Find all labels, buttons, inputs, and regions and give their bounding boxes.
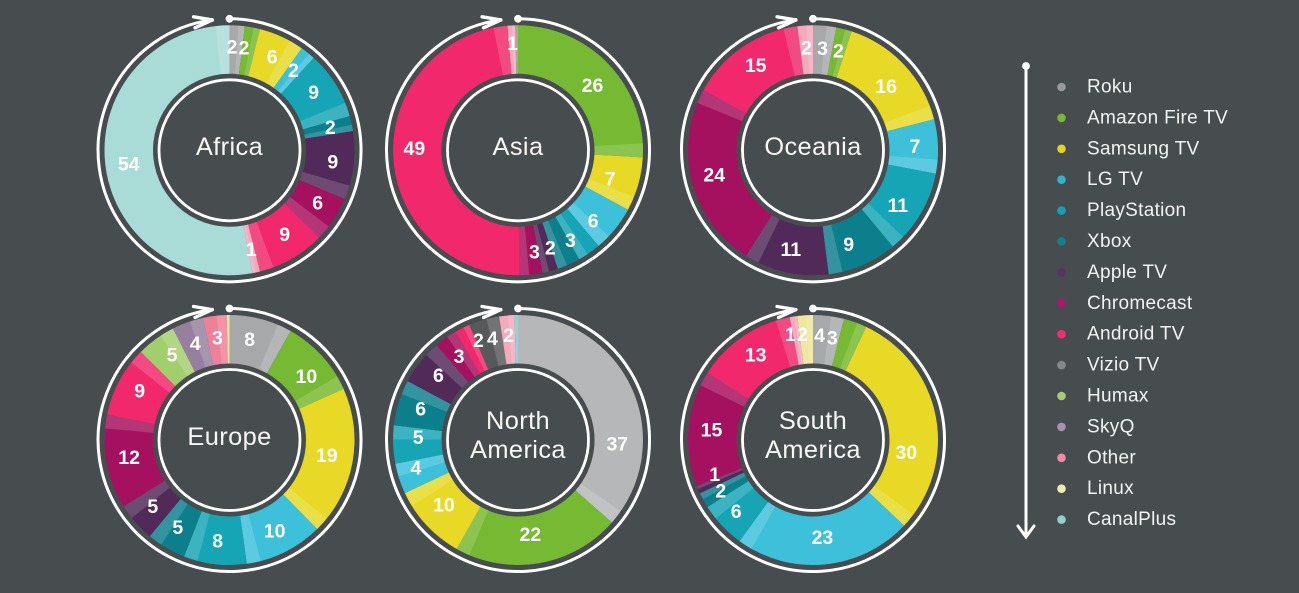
svg-text:7: 7 — [605, 169, 616, 191]
svg-text:2: 2 — [503, 325, 514, 347]
svg-text:2: 2 — [227, 36, 238, 58]
svg-text:22: 22 — [520, 524, 542, 546]
svg-text:2: 2 — [833, 41, 844, 63]
svg-text:11: 11 — [888, 195, 909, 217]
svg-text:2: 2 — [325, 117, 336, 139]
svg-text:Vizio TV: Vizio TV — [1087, 355, 1159, 376]
svg-text:Africa: Africa — [196, 133, 264, 161]
svg-text:7: 7 — [910, 136, 921, 158]
svg-text:Europe: Europe — [187, 423, 271, 451]
svg-text:Asia: Asia — [493, 133, 544, 161]
svg-text:5: 5 — [413, 427, 424, 449]
svg-text:1: 1 — [709, 464, 720, 486]
svg-text:Roku: Roku — [1087, 77, 1133, 98]
svg-text:1: 1 — [507, 33, 518, 55]
svg-text:9: 9 — [308, 82, 319, 104]
svg-text:5: 5 — [172, 517, 183, 539]
svg-text:Oceania: Oceania — [764, 133, 862, 161]
svg-text:SkyQ: SkyQ — [1087, 416, 1135, 437]
svg-text:Other: Other — [1087, 447, 1136, 468]
svg-text:2: 2 — [545, 238, 556, 260]
svg-text:2: 2 — [801, 38, 812, 60]
svg-text:North: North — [486, 407, 550, 435]
svg-text:6: 6 — [433, 365, 444, 387]
svg-text:15: 15 — [701, 419, 723, 441]
svg-text:4: 4 — [487, 328, 498, 350]
svg-text:8: 8 — [212, 530, 223, 552]
svg-text:19: 19 — [316, 445, 338, 467]
svg-text:4: 4 — [190, 333, 201, 355]
svg-text:America: America — [765, 436, 861, 464]
svg-text:CanalPlus: CanalPlus — [1087, 509, 1176, 530]
svg-text:3: 3 — [454, 346, 465, 368]
svg-text:4: 4 — [411, 458, 422, 480]
svg-text:6: 6 — [731, 501, 742, 523]
svg-text:26: 26 — [582, 75, 604, 97]
svg-text:3: 3 — [817, 38, 828, 60]
svg-text:3: 3 — [827, 328, 838, 350]
svg-text:5: 5 — [147, 496, 158, 518]
svg-text:9: 9 — [843, 234, 854, 256]
svg-text:South: South — [779, 407, 847, 435]
svg-text:2: 2 — [288, 60, 299, 82]
svg-text:10: 10 — [296, 366, 318, 388]
svg-text:24: 24 — [703, 165, 725, 187]
svg-text:America: America — [470, 436, 566, 464]
svg-text:6: 6 — [267, 47, 278, 69]
svg-text:5: 5 — [167, 344, 178, 366]
svg-text:9: 9 — [134, 381, 145, 403]
svg-text:1: 1 — [785, 324, 796, 346]
svg-text:3: 3 — [212, 328, 223, 350]
svg-text:10: 10 — [433, 495, 455, 517]
svg-text:2: 2 — [239, 37, 250, 59]
svg-text:13: 13 — [745, 345, 767, 367]
svg-text:6: 6 — [312, 192, 323, 214]
svg-text:6: 6 — [415, 398, 426, 420]
svg-text:49: 49 — [404, 138, 426, 160]
svg-text:Linux: Linux — [1087, 478, 1134, 499]
svg-text:9: 9 — [279, 224, 290, 246]
svg-text:10: 10 — [264, 520, 286, 542]
svg-text:2: 2 — [797, 324, 808, 346]
svg-text:1: 1 — [246, 239, 257, 261]
svg-text:2: 2 — [715, 481, 726, 503]
svg-text:23: 23 — [812, 527, 834, 549]
svg-text:Humax: Humax — [1087, 386, 1149, 407]
svg-text:37: 37 — [606, 433, 628, 455]
svg-text:30: 30 — [895, 442, 917, 464]
svg-text:4: 4 — [814, 325, 825, 347]
svg-text:Xbox: Xbox — [1087, 231, 1132, 252]
svg-text:3: 3 — [529, 242, 540, 264]
svg-text:9: 9 — [327, 152, 338, 174]
svg-text:15: 15 — [745, 55, 767, 77]
svg-text:3: 3 — [565, 230, 576, 252]
svg-text:6: 6 — [588, 211, 599, 233]
svg-text:Amazon Fire TV: Amazon Fire TV — [1087, 107, 1228, 128]
svg-text:Apple TV: Apple TV — [1087, 262, 1167, 283]
svg-text:PlayStation: PlayStation — [1087, 200, 1186, 221]
svg-text:16: 16 — [875, 76, 897, 98]
svg-text:Samsung TV: Samsung TV — [1087, 138, 1200, 159]
svg-text:Android TV: Android TV — [1087, 324, 1185, 345]
svg-text:Chromecast: Chromecast — [1087, 293, 1193, 314]
svg-text:11: 11 — [780, 239, 801, 261]
svg-text:8: 8 — [244, 329, 255, 351]
svg-text:2: 2 — [473, 330, 484, 352]
svg-text:54: 54 — [118, 153, 140, 175]
svg-text:12: 12 — [118, 447, 140, 469]
svg-text:LG TV: LG TV — [1087, 169, 1143, 190]
